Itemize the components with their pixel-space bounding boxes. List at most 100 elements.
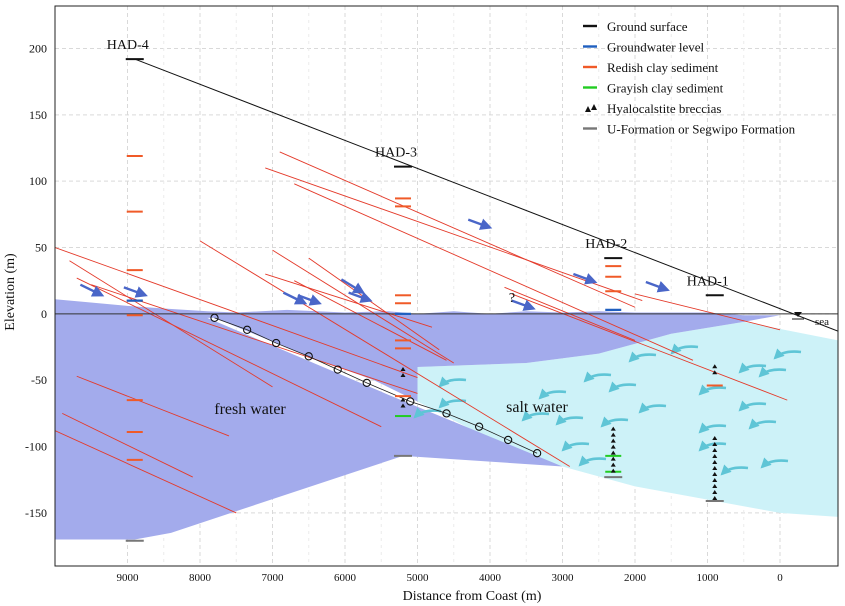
salt-arrow xyxy=(600,416,629,428)
legend-breccia-mark xyxy=(585,106,591,112)
fault-line xyxy=(511,293,788,401)
salt-arrow xyxy=(608,381,637,393)
breccia-mark xyxy=(400,372,406,377)
fault-line xyxy=(55,247,418,378)
breccia-symbol xyxy=(400,366,406,377)
breccia-mark xyxy=(400,403,406,408)
borehole xyxy=(705,294,724,502)
flow-arrow xyxy=(297,294,322,306)
fault-line xyxy=(62,412,193,478)
salt-intrusion-arrows xyxy=(413,343,802,476)
interface-point xyxy=(242,325,252,334)
interface-point xyxy=(406,397,415,406)
y-tick-labels: 200 150 100 50 0 -50 -100 -150 xyxy=(25,41,47,519)
interface-point xyxy=(362,378,371,388)
breccia-mark xyxy=(610,438,616,443)
interface-point xyxy=(333,365,342,374)
x-tick-labels: 9000 8000 7000 6000 5000 4000 3000 2000 1000 0 xyxy=(117,572,784,584)
well-label: HAD-1 xyxy=(687,274,729,289)
water-level-triangle xyxy=(794,312,802,317)
salt-arrow xyxy=(738,362,767,374)
fault-line xyxy=(199,240,570,467)
breccia-mark xyxy=(610,450,616,455)
breccia-mark xyxy=(400,366,406,371)
breccia-mark xyxy=(712,370,718,375)
legend-breccia-mark xyxy=(591,104,597,110)
freshwater-saltwater-interface xyxy=(210,313,542,458)
y-tick-label: -50 xyxy=(31,373,47,387)
boreholes xyxy=(125,58,724,542)
x-axis-label: Distance from Coast (m) xyxy=(403,589,542,604)
fresh-water-label: fresh water xyxy=(214,401,286,418)
x-tick-label: 0 xyxy=(777,572,783,584)
ground-surface-line xyxy=(134,58,838,332)
legend-label: Grayish clay sediment xyxy=(607,81,724,96)
x-tick-label: 9000 xyxy=(117,572,140,584)
legend-label: Ground surface xyxy=(607,19,688,34)
interface-point xyxy=(210,313,219,322)
salt-arrow xyxy=(738,400,767,412)
interface-point xyxy=(304,352,313,361)
y-tick-label: 0 xyxy=(41,307,47,321)
breccia-mark xyxy=(712,489,718,494)
salt-arrow xyxy=(720,464,749,476)
sea-label: sea xyxy=(815,316,829,328)
breccia-mark xyxy=(610,456,616,461)
salt-arrow xyxy=(698,384,727,396)
breccia-mark xyxy=(712,471,718,476)
sea-symbol xyxy=(792,312,804,320)
interface-line xyxy=(214,317,538,454)
flow-arrow xyxy=(645,280,670,293)
salt-arrow xyxy=(760,457,789,469)
breccia-mark xyxy=(712,459,718,464)
groundwater-flow-arrows xyxy=(79,218,670,311)
borehole xyxy=(604,257,623,479)
legend-label: Redish clay sediment xyxy=(607,60,719,75)
legend: Ground surface Groundwater level Redish cl… xyxy=(583,19,796,137)
salt-arrow xyxy=(628,351,657,363)
fault-line xyxy=(265,273,433,328)
y-tick-label: 200 xyxy=(29,41,47,55)
salt-arrow xyxy=(748,418,777,430)
breccia-mark xyxy=(712,453,718,458)
salt-arrow xyxy=(438,397,467,409)
plot-frame xyxy=(54,5,839,567)
well-label: HAD-2 xyxy=(585,237,627,252)
y-tick-label: 100 xyxy=(29,174,47,188)
breccia-symbol xyxy=(610,426,616,473)
flow-arrow xyxy=(511,299,536,311)
fault-line xyxy=(55,430,237,514)
x-tick-label: 6000 xyxy=(334,572,357,584)
salt-arrow xyxy=(521,410,550,422)
question-mark: ? xyxy=(509,291,515,306)
borehole xyxy=(394,165,412,457)
breccia-mark xyxy=(712,364,718,369)
fault-line xyxy=(272,249,454,364)
flow-arrow xyxy=(467,218,493,230)
legend-label: U-Formation or Segwipo Formation xyxy=(607,122,796,137)
interface-point xyxy=(271,338,281,348)
breccia-mark xyxy=(712,495,718,500)
breccia-mark xyxy=(610,468,616,473)
y-tick-label: -150 xyxy=(25,506,47,520)
fault-line xyxy=(279,151,636,308)
fresh-water-region xyxy=(55,299,780,540)
x-tick-label: 8000 xyxy=(189,572,212,584)
breccia-mark xyxy=(610,432,616,437)
interface-point xyxy=(532,449,542,458)
y-tick-label: 50 xyxy=(35,241,47,255)
x-tick-label: 3000 xyxy=(552,572,575,584)
flow-arrow xyxy=(123,286,148,298)
flow-arrow xyxy=(572,272,598,285)
fault-line xyxy=(91,284,418,394)
salt-arrow xyxy=(578,455,607,467)
well-label: HAD-4 xyxy=(107,38,149,53)
legend-label: Hyalocalstite breccias xyxy=(607,101,721,116)
breccia-mark xyxy=(400,397,406,402)
x-tick-label: 4000 xyxy=(479,572,502,584)
breccia-symbol xyxy=(712,435,718,500)
salt-arrow xyxy=(438,376,467,388)
breccia-mark xyxy=(610,462,616,467)
y-tick-label: 150 xyxy=(29,108,47,122)
